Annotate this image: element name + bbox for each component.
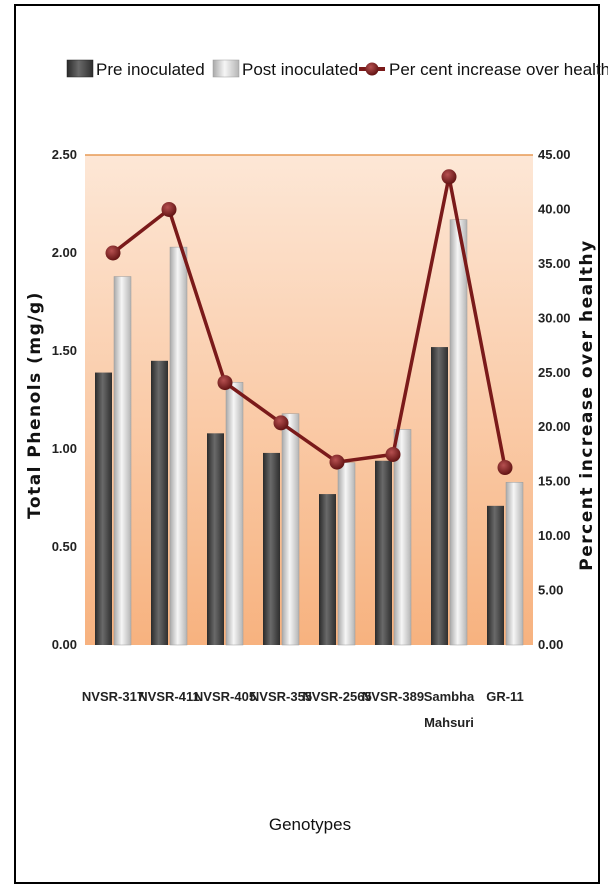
bar-pre-inoculated	[151, 360, 168, 645]
bar-post-inoculated	[225, 382, 244, 646]
bar-pre-inoculated	[375, 460, 392, 645]
legend: Pre inoculated Post inoculated Per cent …	[66, 59, 608, 79]
legend-label-pre: Pre inoculated	[96, 60, 205, 79]
legend-marker-increase	[365, 62, 379, 76]
x-category-label: NVSR-355	[250, 689, 312, 704]
y2-tick-label: 15.00	[538, 474, 571, 489]
bar-post-inoculated	[393, 429, 412, 646]
bar-post-inoculated	[113, 276, 132, 646]
marker-percent-increase	[385, 446, 401, 462]
y-tick-label: 0.00	[52, 637, 77, 652]
x-category-label: Sambha Mahsuri	[424, 689, 475, 730]
bar-post-inoculated	[505, 482, 524, 646]
y-tick-label: 2.00	[52, 245, 77, 260]
marker-percent-increase	[329, 454, 345, 470]
x-category-label: NVSR-317	[82, 689, 144, 704]
y2-tick-label: 45.00	[538, 147, 571, 162]
bar-post-inoculated	[169, 246, 188, 646]
bar-pre-inoculated	[263, 452, 280, 645]
y2-tick-label: 35.00	[538, 256, 571, 271]
y-tick-label: 1.50	[52, 343, 77, 358]
x-axis-title: Genotypes	[269, 815, 351, 834]
bar-post-inoculated	[449, 219, 468, 646]
legend-swatch-pre	[66, 59, 94, 78]
bar-pre-inoculated	[95, 372, 112, 645]
legend-swatch-post	[212, 59, 240, 78]
marker-percent-increase	[273, 415, 289, 431]
marker-percent-increase	[217, 375, 233, 391]
x-category-label: GR-11	[486, 689, 524, 704]
y2-tick-label: 25.00	[538, 365, 571, 380]
bar-pre-inoculated	[319, 494, 336, 645]
y2-tick-label: 10.00	[538, 528, 571, 543]
marker-percent-increase	[105, 245, 121, 261]
y2-tick-label: 30.00	[538, 310, 571, 325]
y2-axis-title: Percent increase over healthy	[577, 239, 597, 570]
y2-tick-label: 40.00	[538, 201, 571, 216]
y-tick-label: 1.00	[52, 441, 77, 456]
bar-pre-inoculated	[431, 347, 448, 645]
y-tick-label: 2.50	[52, 147, 77, 162]
y2-tick-label: 5.00	[538, 583, 563, 598]
marker-percent-increase	[441, 169, 457, 185]
y2-tick-label: 0.00	[538, 637, 563, 652]
y-tick-label: 0.50	[52, 539, 77, 554]
bar-pre-inoculated	[207, 433, 224, 645]
legend-label-post: Post inoculated	[242, 60, 358, 79]
x-category-label: NVSR-389	[362, 689, 424, 704]
line-percent-increase	[111, 175, 507, 468]
y-axis-title: Total Phenols (mg/g)	[25, 291, 45, 519]
bar-pre-inoculated	[487, 505, 504, 645]
y2-tick-label: 20.00	[538, 419, 571, 434]
bar-post-inoculated	[337, 462, 356, 646]
marker-percent-increase	[161, 201, 177, 217]
marker-percent-increase	[497, 460, 513, 476]
bar-post-inoculated	[281, 413, 300, 646]
x-category-label: NVSR-411	[138, 689, 199, 704]
x-category-label: NVSR-2565	[302, 689, 371, 704]
x-category-label: NVSR-405	[194, 689, 256, 704]
legend-label-increase: Per cent increase over healthy	[389, 60, 608, 79]
